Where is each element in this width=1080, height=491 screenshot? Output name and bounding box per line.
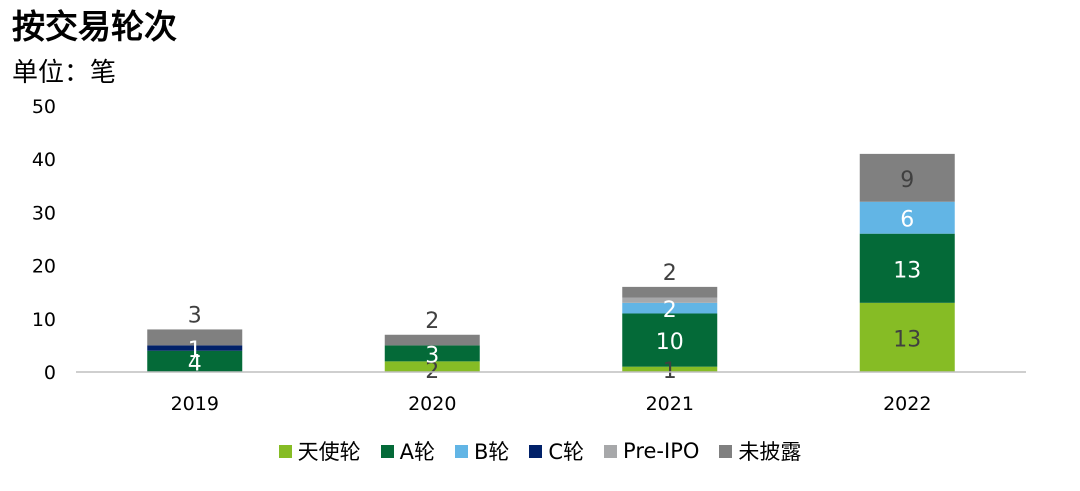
legend-item: Pre-IPO <box>604 439 699 463</box>
data-label: 3 <box>425 343 439 368</box>
x-tick-label: 2022 <box>883 393 931 415</box>
legend-label: 天使轮 <box>297 440 361 464</box>
data-label: 13 <box>893 327 921 352</box>
legend-item: B轮 <box>454 436 510 466</box>
legend-label: B轮 <box>473 440 510 464</box>
bar-segment <box>859 153 955 202</box>
legend-swatch <box>719 444 733 458</box>
legend-item: 天使轮 <box>278 436 361 466</box>
legend-label: 未披露 <box>738 440 802 464</box>
y-tick-label: 50 <box>32 96 56 118</box>
data-label: 9 <box>900 168 914 193</box>
data-label: 1 <box>188 338 202 363</box>
legend-swatch <box>454 444 468 458</box>
bar-segment <box>622 302 718 314</box>
data-label: 3 <box>188 303 202 328</box>
legend-label: C轮 <box>548 440 585 464</box>
x-tick-label: 2019 <box>171 393 219 415</box>
data-label: 2 <box>663 261 677 286</box>
bar-segment <box>384 334 480 346</box>
bar-segment <box>859 302 955 372</box>
bar-segment <box>859 233 955 303</box>
bar-segment <box>859 201 955 234</box>
legend-item: A轮 <box>380 436 435 466</box>
legend-item: C轮 <box>529 436 584 466</box>
y-tick-label: 10 <box>32 309 56 331</box>
bar-segment <box>147 329 243 346</box>
bar-segment <box>147 350 243 372</box>
legend-label: A轮 <box>399 440 435 464</box>
legend-swatch <box>380 444 394 458</box>
bar-segment <box>622 313 718 367</box>
y-tick-label: 0 <box>44 362 56 384</box>
bar-segment <box>384 345 480 362</box>
bar-segment <box>622 297 718 303</box>
legend-swatch <box>604 444 618 458</box>
data-label: 2 <box>663 298 677 323</box>
x-tick-label: 2020 <box>408 393 456 415</box>
y-tick-label: 30 <box>32 202 56 224</box>
y-tick-label: 40 <box>32 149 56 171</box>
data-label: 13 <box>893 258 921 283</box>
bar-segment <box>384 361 480 372</box>
bar-segment <box>622 286 718 298</box>
data-label: 4 <box>188 351 202 376</box>
chart-legend: 天使轮 A轮 B轮 C轮 Pre-IPO 未披露 <box>0 436 1080 466</box>
data-label: 2 <box>425 309 439 334</box>
y-tick-label: 20 <box>32 256 56 278</box>
legend-swatch <box>529 444 543 458</box>
bar-segment <box>622 366 718 372</box>
x-tick-label: 2021 <box>646 393 694 415</box>
chart-subtitle: 单位：笔 <box>12 58 117 88</box>
bar-segment <box>147 345 243 351</box>
legend-item: 未披露 <box>719 436 801 466</box>
chart-title: 按交易轮次 <box>12 7 177 46</box>
legend-label: Pre-IPO <box>623 439 700 463</box>
data-label: 6 <box>900 208 914 233</box>
legend-swatch <box>278 444 292 458</box>
data-label: 10 <box>656 330 684 355</box>
